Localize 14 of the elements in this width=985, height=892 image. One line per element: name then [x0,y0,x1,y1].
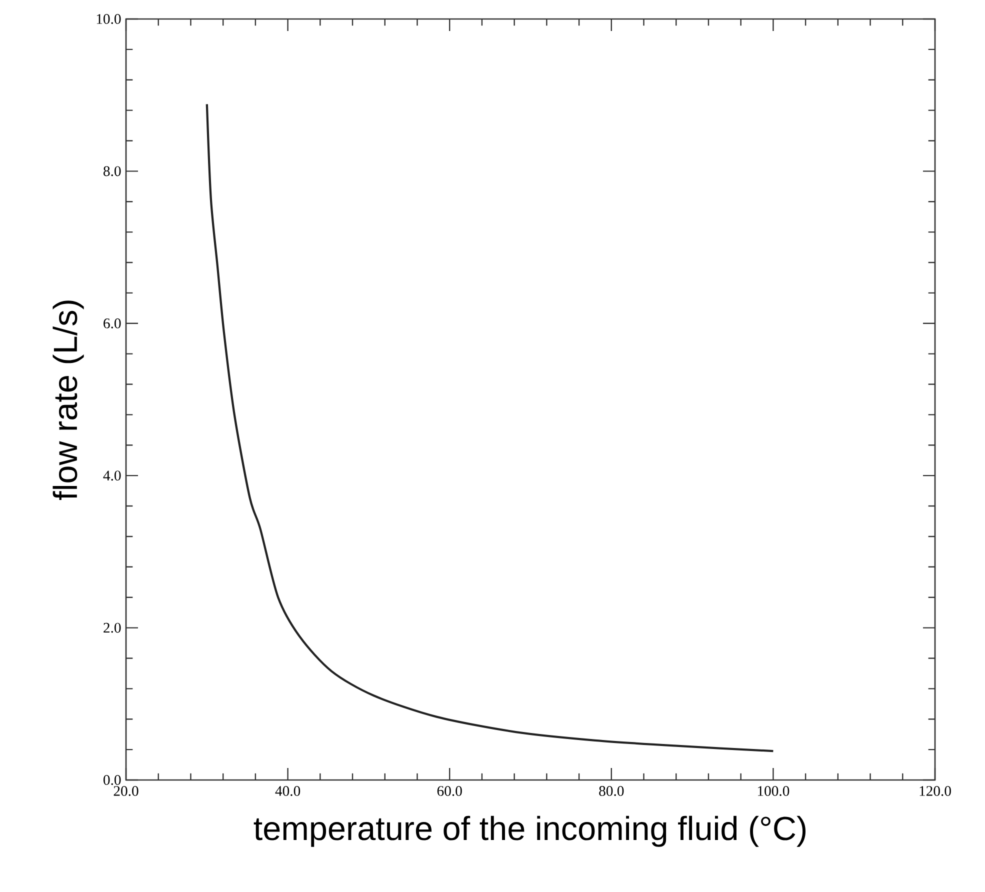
x-tick-label: 100.0 [758,786,790,796]
y-tick-label: 6.0 [104,318,121,328]
y-tick-label: 10.0 [96,14,121,24]
x-tick-label: 60.0 [437,786,462,796]
y-tick-label: 0.0 [104,775,121,785]
x-tick-label: 120.0 [920,786,951,796]
x-tick-label: 80.0 [599,786,624,796]
y-tick-label: 2.0 [104,622,121,633]
x-tick-label: 20.0 [114,786,138,796]
y-tick-label: 4.0 [103,470,121,481]
y-tick-label: 8.0 [104,166,121,176]
x-tick-label: 40.0 [275,786,300,796]
y-axis-title: flow rate (L/s) [52,300,84,500]
x-axis-title: temperature of the incoming fluid (°C) [254,816,806,847]
